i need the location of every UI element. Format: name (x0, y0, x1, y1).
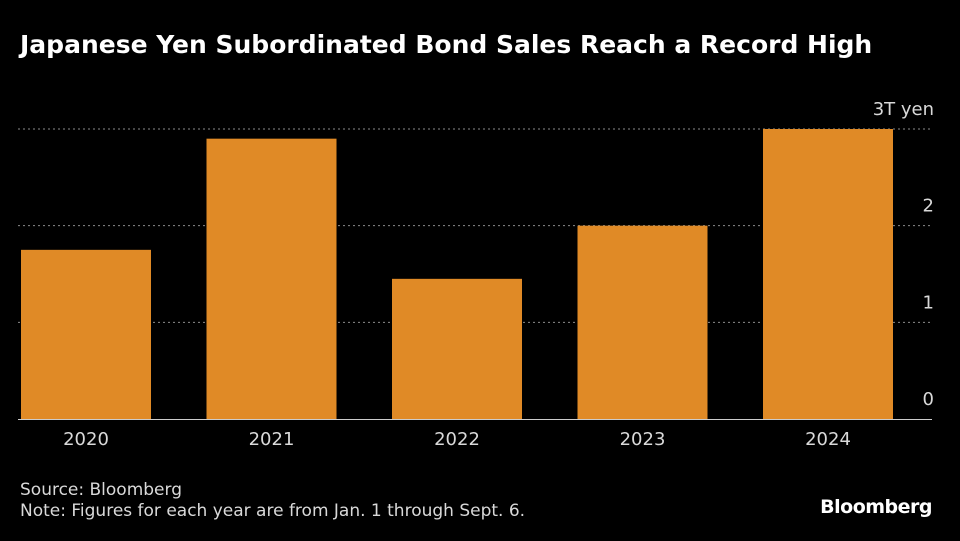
x-tick-label: 2021 (249, 429, 295, 450)
y-axis-ticks: 0 1 2 3T yen (873, 99, 934, 410)
x-tick-label: 2023 (620, 429, 666, 450)
chart-title: Japanese Yen Subordinated Bond Sales Rea… (20, 30, 873, 59)
y-tick-label: 3T yen (873, 99, 934, 120)
x-tick-label: 2024 (805, 429, 851, 450)
bar-2024 (763, 129, 893, 419)
x-tick-label: 2020 (63, 429, 109, 450)
bar-2020 (21, 249, 151, 419)
y-tick-label: 1 (923, 292, 934, 313)
x-axis-labels: 2020 2021 2022 2023 2024 (63, 429, 851, 450)
x-tick-label: 2022 (434, 429, 480, 450)
source-note: Source: Bloomberg (20, 480, 182, 500)
bar-2021 (206, 138, 337, 419)
y-tick-label: 2 (923, 196, 934, 217)
y-tick-label: 0 (923, 389, 934, 410)
bloomberg-logo: Bloomberg (820, 496, 932, 518)
bars (21, 129, 893, 419)
chart-footer: Source: Bloomberg Note: Figures for each… (20, 480, 525, 522)
bar-2023 (577, 225, 708, 419)
bar-2022 (392, 278, 522, 419)
footnote: Note: Figures for each year are from Jan… (20, 501, 526, 521)
